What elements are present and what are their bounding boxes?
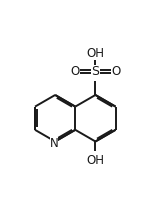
Text: OH: OH xyxy=(86,154,104,167)
Text: N: N xyxy=(50,137,58,150)
Text: S: S xyxy=(91,65,99,78)
Text: O: O xyxy=(112,65,121,78)
Text: OH: OH xyxy=(86,47,104,60)
Text: O: O xyxy=(70,65,79,78)
